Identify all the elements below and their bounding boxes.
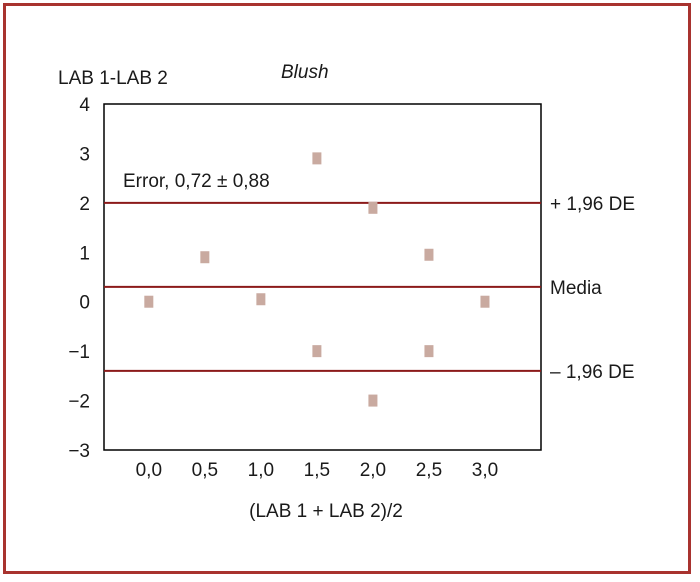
data-point-8 [424, 345, 434, 358]
y-tick-label-7: −3 [68, 441, 90, 462]
y-tick-label-4: 0 [79, 293, 90, 314]
x-tick-label-4: 2,0 [360, 460, 386, 481]
data-point-0 [144, 295, 154, 308]
x-tick-label-0: 0,0 [136, 460, 162, 481]
x-tick-label-5: 2,5 [416, 460, 442, 481]
y-tick-label-1: 3 [79, 144, 90, 165]
data-point-3 [312, 152, 322, 165]
error-annotation: Error, 0,72 ± 0,88 [123, 171, 270, 192]
data-point-9 [480, 295, 490, 308]
data-point-7 [424, 248, 434, 261]
y-tick-label-3: 1 [79, 243, 90, 264]
reference-line-label-2: – 1,96 DE [550, 362, 635, 383]
x-tick-label-6: 3,0 [472, 460, 498, 481]
reference-line-label-1: Media [550, 278, 602, 299]
data-point-6 [368, 394, 378, 407]
y-tick-labels: 4 3 2 1 0 −1 −2 −3 [68, 95, 90, 462]
x-axis-label: (LAB 1 + LAB 2)/2 [249, 501, 403, 522]
x-tick-label-2: 1,0 [248, 460, 274, 481]
reference-line-label-0: + 1,96 DE [550, 194, 635, 215]
data-point-4 [312, 345, 322, 358]
x-tick-label-3: 1,5 [304, 460, 330, 481]
x-tick-labels: 0,0 0,5 1,0 1,5 2,0 2,5 3,0 [136, 460, 499, 481]
data-point-1 [200, 251, 210, 264]
reference-lines: + 1,96 DE Media – 1,96 DE [104, 194, 635, 383]
data-points [144, 152, 490, 407]
plot-area [103, 103, 542, 451]
y-axis-label: LAB 1-LAB 2 [58, 68, 168, 89]
y-tick-label-2: 2 [79, 194, 90, 215]
data-point-2 [256, 293, 266, 306]
chart-title: Blush [281, 62, 329, 83]
y-tick-label-0: 4 [79, 95, 90, 116]
x-tick-label-1: 0,5 [192, 460, 218, 481]
y-tick-label-5: −1 [68, 342, 90, 363]
figure-frame [3, 3, 691, 574]
data-point-5 [368, 201, 378, 214]
y-tick-label-6: −2 [68, 392, 90, 413]
